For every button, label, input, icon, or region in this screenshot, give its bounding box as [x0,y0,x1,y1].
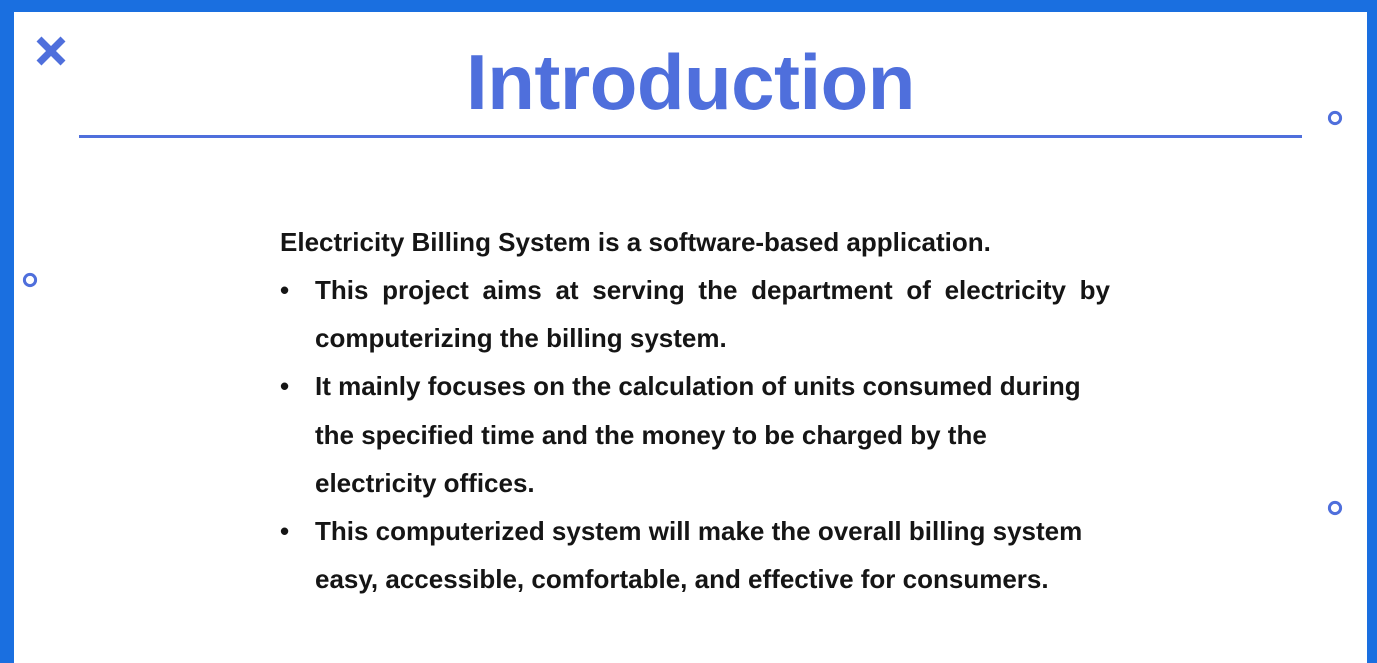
slide-body: Electricity Billing System is a software… [280,218,1110,603]
ring-icon [1327,500,1343,516]
title-divider [79,135,1302,138]
ring-icon [22,272,38,288]
bullet-text: This computerized system will make the o… [315,516,1083,595]
x-mark-icon [36,36,66,66]
bullet-marker: • [280,275,290,305]
bullet-item: • This computerized system will make the… [280,507,1110,603]
bullet-text: It mainly focuses on the calculation of … [315,371,1081,498]
bullet-item: • This project aims at serving the depar… [280,266,1110,362]
ring-icon [1327,110,1343,126]
slide: Introduction Electricity Billing System … [14,12,1367,663]
bullet-list: • This project aims at serving the depar… [280,266,1110,603]
intro-text: Electricity Billing System is a software… [280,227,991,257]
bullet-marker: • [280,371,290,402]
bullet-item: • It mainly focuses on the calculation o… [280,362,1110,507]
bullet-marker: • [280,516,290,547]
slide-title: Introduction [466,38,915,126]
bullet-text: This project aims at serving the departm… [315,275,1110,354]
